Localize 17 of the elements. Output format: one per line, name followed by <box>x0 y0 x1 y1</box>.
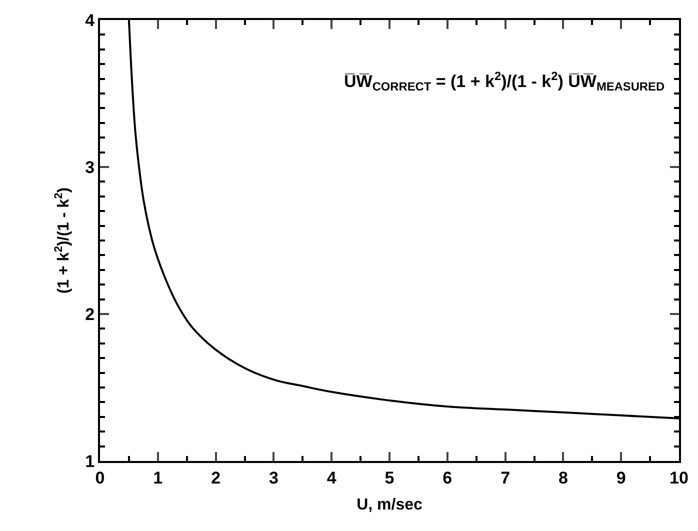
y-tick-label: 3 <box>85 158 95 177</box>
x-tick-label: 9 <box>616 468 626 488</box>
x-tick-label: 10 <box>670 468 688 488</box>
x-tick-label: 5 <box>384 468 394 488</box>
x-tick-label: 8 <box>558 468 568 488</box>
x-tick-label: 6 <box>442 468 452 488</box>
x-tick-label: 7 <box>500 468 510 488</box>
x-tick-label: 0 <box>95 468 105 488</box>
y-tick-label: 1 <box>85 452 95 471</box>
y-tick-label: 4 <box>85 10 96 30</box>
x-tick-label: 2 <box>211 468 221 488</box>
x-tick-label: 1 <box>153 468 163 488</box>
annotation: U̅W̅$_{CORRECT}$ = (1 + k$^{2}$)/(1 - k$^{2}$) U̅W̅$_{MEASURED}$ <box>344 69 665 94</box>
x-tick-label: 3 <box>268 468 278 488</box>
y-tick-label: 2 <box>85 304 95 324</box>
x-tick-label: 4 <box>326 468 337 488</box>
x-axis-title: U, m/sec <box>356 496 423 514</box>
